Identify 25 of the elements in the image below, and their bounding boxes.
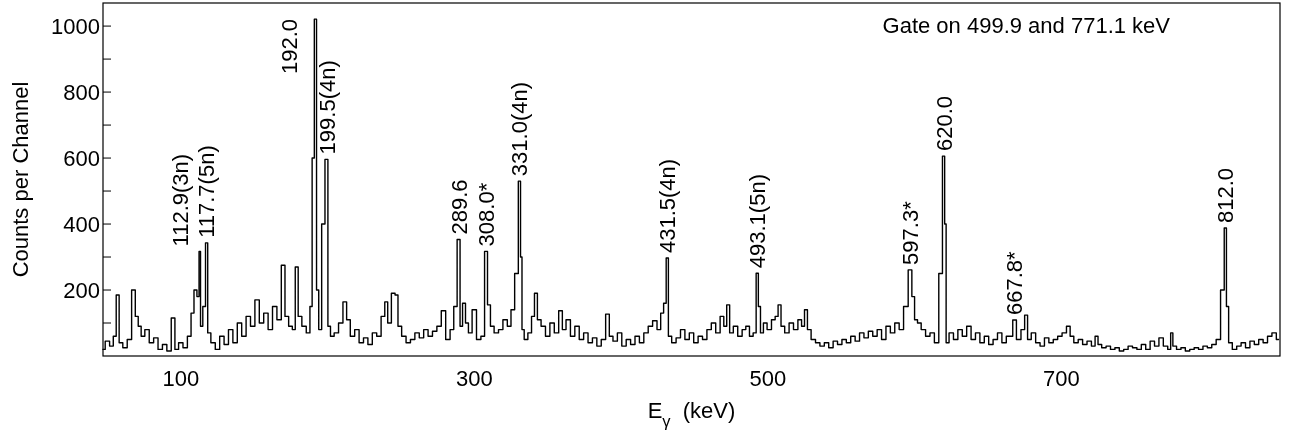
y-tick-label: 600 — [63, 145, 100, 171]
x-tick-label: 700 — [1042, 366, 1080, 391]
annotation: 308.0* — [473, 182, 499, 247]
x-tick-label: 500 — [749, 366, 787, 391]
annotation: 117.7(5n) — [194, 145, 220, 238]
annotation: 493.1(5n) — [745, 174, 771, 269]
y-tick-label: 400 — [63, 211, 100, 237]
annotation: 597.3* — [898, 200, 924, 265]
annotation: Gate on 499.9 and 771.1 keV — [882, 13, 1171, 38]
annotation: 192.0 — [276, 19, 302, 75]
annotation: 431.5(4n) — [654, 158, 680, 254]
annotation: 331.0(4n) — [507, 81, 533, 177]
y-tick-label: 800 — [63, 79, 100, 105]
y-tick-label: 200 — [63, 277, 100, 303]
annotation: 667.8* — [1001, 250, 1027, 316]
annotation: 112.9(3n) — [168, 153, 194, 247]
x-tick-label: 300 — [455, 366, 493, 391]
annotation: 289.6 — [446, 179, 472, 235]
annotation: 620.0 — [931, 96, 957, 152]
annotation: 812.0 — [1213, 167, 1239, 223]
annotation: 199.5(4n) — [314, 60, 340, 155]
y-axis-title: Counts per Channel — [8, 81, 33, 278]
x-axis-title: E$_{γ}$ (keV) — [647, 398, 736, 430]
y-tick-label: 1000 — [51, 13, 100, 39]
x-tick-label: 100 — [162, 366, 200, 391]
